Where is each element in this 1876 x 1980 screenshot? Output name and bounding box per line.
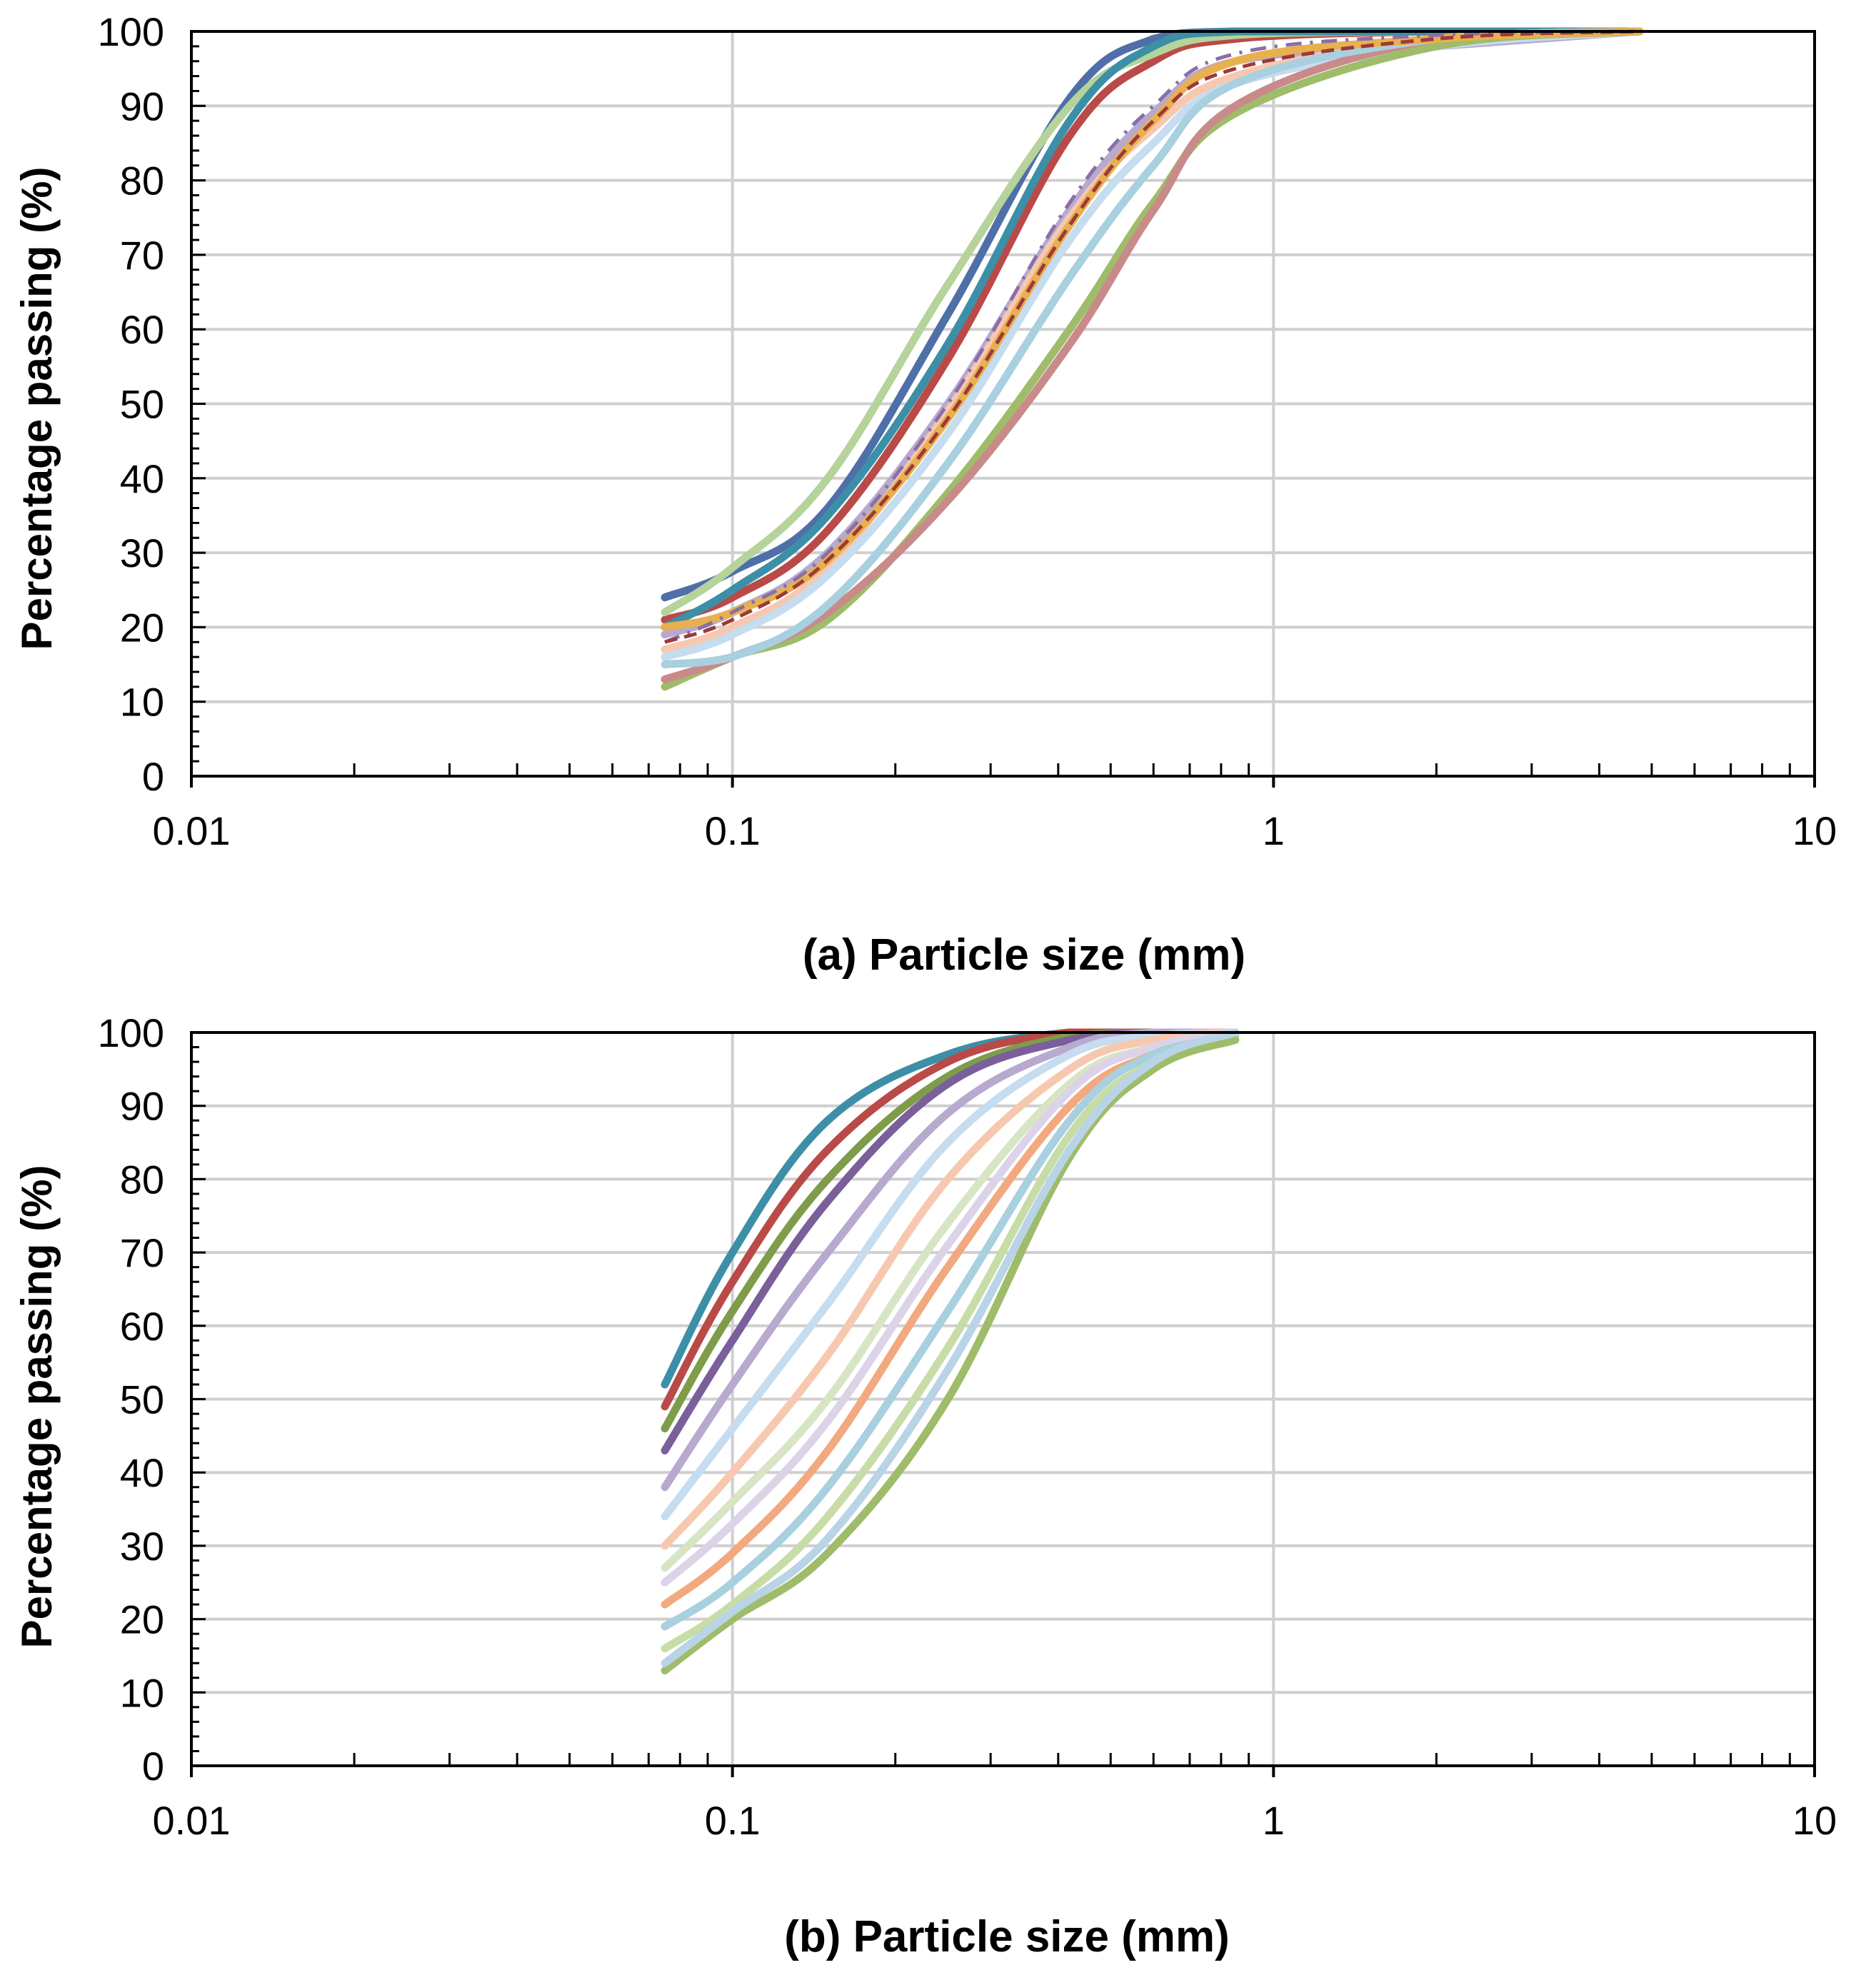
x-tick-label: 1 bbox=[1263, 1798, 1285, 1843]
series-line-b7 bbox=[661, 1028, 1240, 1550]
x-tick-label: 0.1 bbox=[705, 1798, 761, 1843]
y-tick-label: 90 bbox=[120, 84, 164, 129]
x-tick-label: 10 bbox=[1792, 808, 1837, 853]
x-tick-label: 1 bbox=[1263, 808, 1285, 853]
series-line-b10 bbox=[661, 1032, 1240, 1609]
series-line-b6 bbox=[661, 1028, 1240, 1521]
series-line-b13 bbox=[661, 1035, 1240, 1674]
x-tick-label: 0.01 bbox=[153, 808, 231, 853]
y-axis-title: Percentage passing (%) bbox=[13, 167, 61, 650]
y-tick-label: 30 bbox=[120, 531, 164, 576]
y-tick-label: 60 bbox=[120, 307, 164, 352]
y-tick-label: 70 bbox=[120, 233, 164, 278]
x-tick-label: 0.01 bbox=[153, 1798, 231, 1843]
y-tick-label: 10 bbox=[120, 680, 164, 725]
series-line-b14 bbox=[661, 1028, 1240, 1667]
y-tick-label: 80 bbox=[120, 1157, 164, 1202]
x-tick-label: 10 bbox=[1792, 1798, 1837, 1843]
x-axis-title: (b) Particle size (mm) bbox=[784, 1912, 1230, 1961]
y-tick-label: 80 bbox=[120, 159, 164, 203]
series-line-a12 bbox=[663, 29, 1640, 644]
y-tick-label: 100 bbox=[98, 9, 164, 54]
y-axis-title: Percentage passing (%) bbox=[13, 1165, 61, 1649]
series-line-b11 bbox=[661, 1035, 1240, 1631]
y-tick-label: 40 bbox=[120, 1450, 164, 1495]
y-tick-label: 50 bbox=[120, 1377, 164, 1422]
y-tick-label: 0 bbox=[142, 1744, 164, 1789]
y-tick-label: 60 bbox=[120, 1304, 164, 1349]
y-tick-label: 30 bbox=[120, 1524, 164, 1569]
x-tick-label: 0.1 bbox=[705, 808, 761, 853]
y-tick-label: 40 bbox=[120, 456, 164, 501]
y-tick-label: 20 bbox=[120, 605, 164, 650]
y-tick-label: 90 bbox=[120, 1084, 164, 1129]
y-tick-label: 70 bbox=[120, 1230, 164, 1275]
y-tick-label: 50 bbox=[120, 382, 164, 427]
y-tick-label: 100 bbox=[98, 1010, 164, 1055]
series-line-b9 bbox=[661, 1028, 1240, 1587]
series-line-a8 bbox=[661, 27, 1644, 691]
chart-panel-a: 0 10 20 30 40 50 60 70 80 90 100 0.01 0.1 1 10 Percent… bbox=[13, 9, 1837, 980]
y-tick-label: 10 bbox=[120, 1670, 164, 1715]
x-axis-title: (a) Particle size (mm) bbox=[803, 930, 1245, 980]
chart-panel-b: 0 10 20 30 40 50 60 70 80 90 100 0.01 0.1 1 10 Percent… bbox=[13, 1010, 1837, 1961]
y-tick-label: 20 bbox=[120, 1597, 164, 1642]
series-line-b12 bbox=[661, 1032, 1240, 1653]
y-tick-label: 0 bbox=[142, 754, 164, 799]
series-line-a13 bbox=[664, 29, 1640, 644]
